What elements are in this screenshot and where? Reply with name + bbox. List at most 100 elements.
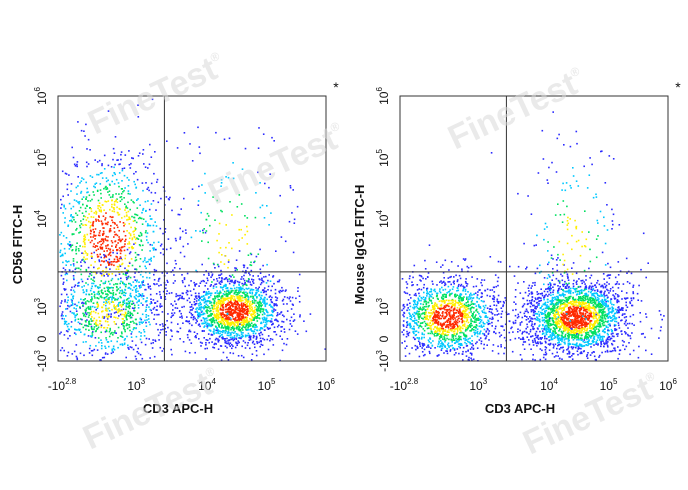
- event-dot: [217, 304, 220, 307]
- event-dot: [95, 345, 97, 347]
- event-dot: [113, 307, 116, 309]
- event-dot: [119, 286, 121, 289]
- event-dot: [76, 358, 79, 361]
- event-dot: [222, 298, 225, 301]
- event-dot: [268, 274, 270, 276]
- event-dot: [157, 328, 159, 331]
- event-dot: [244, 147, 247, 150]
- event-dot: [271, 136, 273, 139]
- event-dot: [98, 341, 100, 344]
- event-dot: [112, 287, 114, 289]
- event-dot: [113, 172, 116, 174]
- event-dot: [168, 292, 171, 295]
- event-dot: [153, 279, 156, 281]
- event-dot: [183, 278, 186, 281]
- event-dot: [226, 293, 228, 296]
- event-dot: [108, 230, 111, 233]
- event-dot: [69, 220, 71, 222]
- event-dot: [452, 327, 454, 329]
- event-dot: [440, 317, 442, 320]
- event-dot: [93, 317, 96, 320]
- event-dot: [205, 300, 208, 303]
- event-dot: [414, 338, 416, 341]
- event-dot: [121, 343, 123, 345]
- event-dot: [250, 359, 253, 361]
- event-dot: [435, 320, 438, 322]
- event-dot: [153, 247, 155, 250]
- event-dot: [418, 274, 421, 277]
- event-dot: [157, 241, 160, 243]
- event-dot: [201, 342, 203, 344]
- event-dot: [215, 332, 218, 334]
- event-dot: [262, 291, 265, 294]
- event-dot: [121, 258, 123, 261]
- event-dot: [418, 313, 420, 315]
- event-dot: [69, 244, 71, 247]
- event-dot: [228, 291, 231, 294]
- event-dot: [467, 305, 470, 307]
- event-dot: [444, 259, 447, 262]
- event-dot: [256, 326, 258, 328]
- event-dot: [415, 305, 418, 308]
- event-dot: [99, 286, 101, 289]
- event-dot: [413, 315, 416, 317]
- event-dot: [463, 325, 466, 327]
- event-dot: [270, 313, 273, 316]
- event-dot: [96, 306, 99, 308]
- event-dot: [209, 285, 212, 287]
- event-dot: [430, 324, 432, 327]
- event-dot: [406, 317, 409, 319]
- event-dot: [253, 302, 256, 304]
- event-dot: [402, 333, 405, 336]
- event-dot: [76, 304, 79, 307]
- event-dot: [83, 302, 85, 305]
- event-dot: [415, 294, 417, 297]
- event-dot: [439, 291, 442, 294]
- event-dot: [419, 279, 421, 281]
- event-dot: [179, 238, 181, 240]
- event-dot: [113, 166, 115, 169]
- event-dot: [450, 327, 452, 330]
- event-dot: [105, 315, 108, 318]
- event-dot: [80, 298, 82, 301]
- event-dot: [269, 303, 271, 306]
- event-dot: [123, 224, 125, 227]
- event-dot: [126, 248, 129, 251]
- event-dot: [432, 322, 434, 324]
- event-dot: [189, 143, 191, 145]
- event-dot: [461, 304, 464, 307]
- event-dot: [453, 339, 456, 341]
- event-dot: [440, 327, 443, 330]
- event-dot: [128, 216, 130, 218]
- event-dot: [162, 232, 164, 235]
- event-dot: [248, 287, 250, 290]
- event-dot: [92, 220, 95, 223]
- event-dot: [98, 159, 101, 162]
- event-dot: [145, 182, 147, 184]
- event-dot: [242, 299, 244, 302]
- event-dot: [106, 290, 109, 292]
- event-dot: [452, 337, 455, 340]
- event-dot: [114, 274, 117, 277]
- event-dot: [149, 215, 151, 217]
- event-dot: [240, 335, 243, 338]
- event-dot: [206, 312, 209, 314]
- event-dot: [288, 220, 291, 223]
- event-dot: [252, 336, 255, 339]
- event-dot: [86, 319, 88, 321]
- event-dot: [476, 330, 479, 333]
- event-dot: [182, 230, 184, 233]
- event-dot: [76, 329, 78, 331]
- event-dot: [109, 230, 112, 232]
- event-dot: [254, 328, 256, 331]
- event-dot: [124, 187, 126, 189]
- event-dot: [172, 314, 175, 316]
- event-dot: [231, 297, 234, 300]
- event-dot: [121, 238, 124, 241]
- event-dot: [231, 214, 233, 216]
- event-dot: [244, 298, 246, 301]
- event-dot: [113, 260, 116, 263]
- event-dot: [122, 303, 124, 306]
- event-dot: [438, 318, 441, 320]
- event-dot: [470, 322, 472, 325]
